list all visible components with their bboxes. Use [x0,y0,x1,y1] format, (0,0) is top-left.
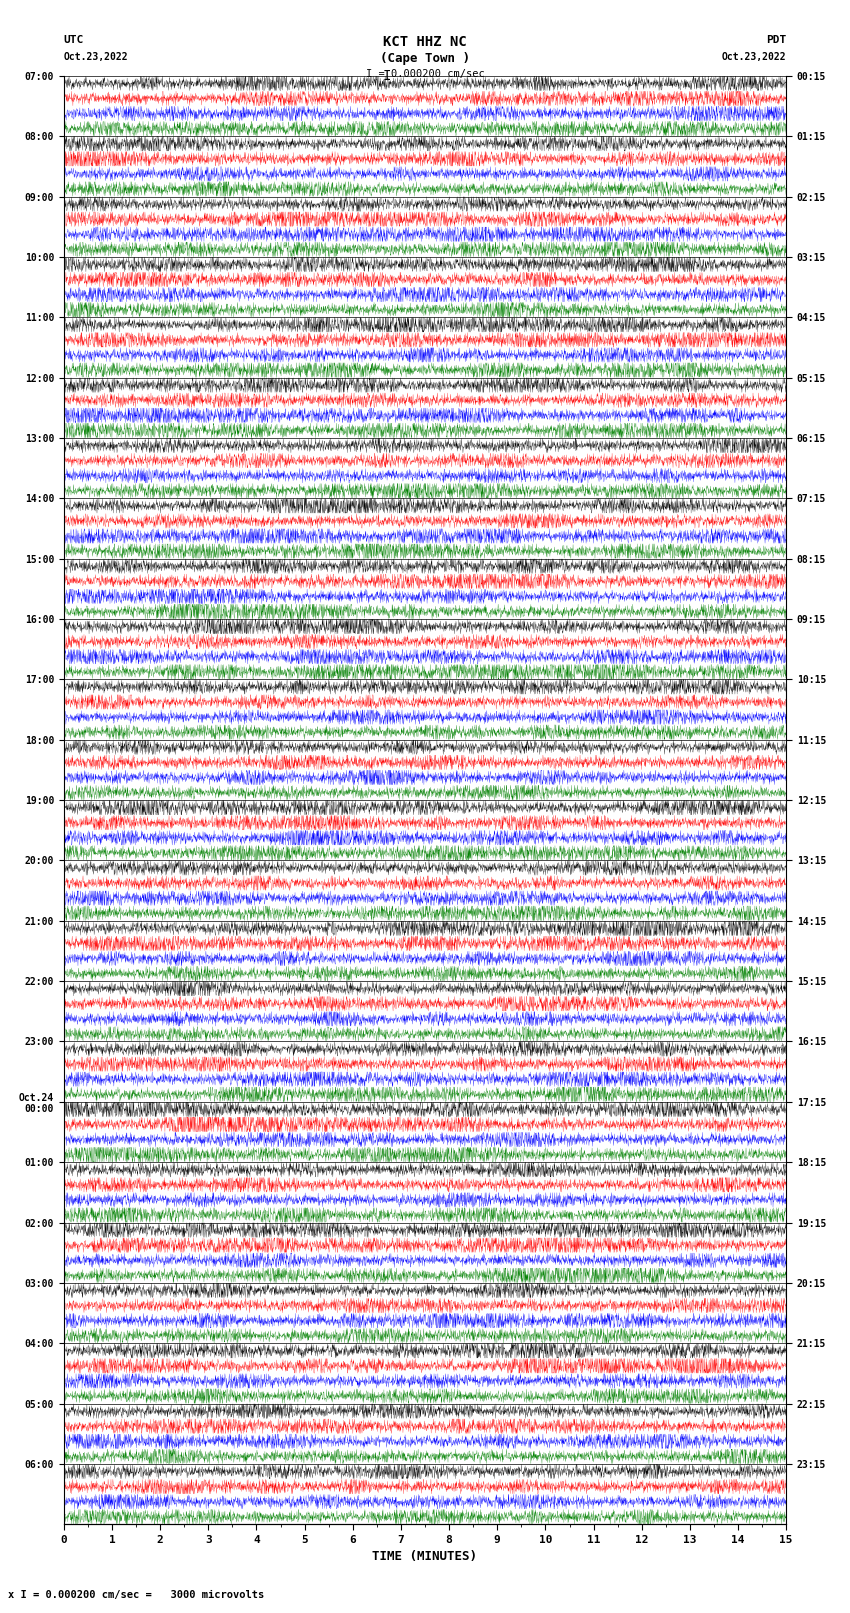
Text: Oct.23,2022: Oct.23,2022 [722,52,786,61]
Text: (Cape Town ): (Cape Town ) [380,52,470,65]
Text: UTC: UTC [64,35,84,45]
Text: PDT: PDT [766,35,786,45]
X-axis label: TIME (MINUTES): TIME (MINUTES) [372,1550,478,1563]
Text: Oct.23,2022: Oct.23,2022 [64,52,128,61]
Text: KCT HHZ NC: KCT HHZ NC [383,35,467,50]
Text: I = 0.000200 cm/sec: I = 0.000200 cm/sec [366,69,484,79]
Text: x I = 0.000200 cm/sec =   3000 microvolts: x I = 0.000200 cm/sec = 3000 microvolts [8,1590,264,1600]
Text: I: I [382,69,391,82]
